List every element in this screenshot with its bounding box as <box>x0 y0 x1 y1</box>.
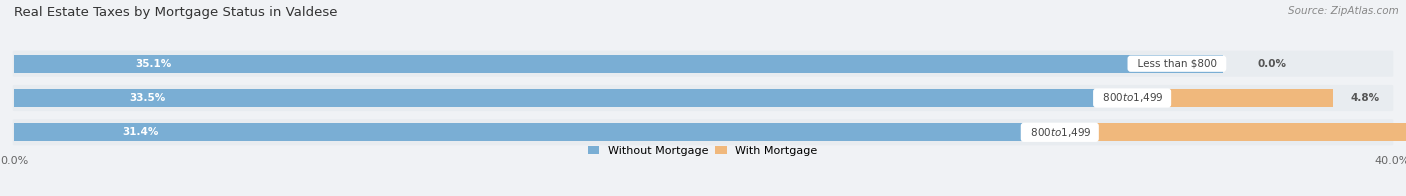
Text: $800 to $1,499: $800 to $1,499 <box>1097 92 1168 104</box>
Text: 33.5%: 33.5% <box>129 93 166 103</box>
Bar <box>1168 89 1333 107</box>
Bar <box>14 123 1095 141</box>
Bar <box>14 55 1223 73</box>
Bar <box>14 89 1168 107</box>
Text: 35.1%: 35.1% <box>135 59 172 69</box>
FancyBboxPatch shape <box>13 51 1393 77</box>
Text: 31.4%: 31.4% <box>122 127 159 137</box>
Bar <box>1095 123 1406 141</box>
Legend: Without Mortgage, With Mortgage: Without Mortgage, With Mortgage <box>588 146 818 156</box>
Text: Source: ZipAtlas.com: Source: ZipAtlas.com <box>1288 6 1399 16</box>
Text: $800 to $1,499: $800 to $1,499 <box>1024 126 1095 139</box>
Text: 4.8%: 4.8% <box>1351 93 1379 103</box>
Text: 0.0%: 0.0% <box>1257 59 1286 69</box>
Text: Real Estate Taxes by Mortgage Status in Valdese: Real Estate Taxes by Mortgage Status in … <box>14 6 337 19</box>
FancyBboxPatch shape <box>13 85 1393 111</box>
Text: Less than $800: Less than $800 <box>1130 59 1223 69</box>
FancyBboxPatch shape <box>13 119 1393 145</box>
